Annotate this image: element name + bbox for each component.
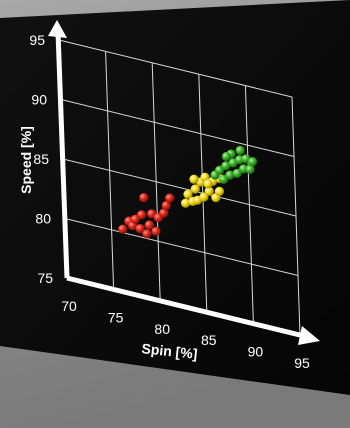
grid-line-v xyxy=(244,85,254,324)
data-point-red xyxy=(159,208,169,218)
x-tick-label: 75 xyxy=(108,309,124,325)
grid-line-v xyxy=(105,51,115,290)
data-point-red xyxy=(139,193,149,203)
data-point-green xyxy=(221,161,231,171)
data-point-red xyxy=(165,193,175,203)
x-axis-title: Spin [%] xyxy=(141,340,198,362)
x-axis-arrow xyxy=(298,326,320,345)
y-axis-line xyxy=(55,31,70,279)
data-point-red xyxy=(144,220,154,230)
data-point-red xyxy=(137,210,147,220)
data-point-yellow xyxy=(204,186,214,196)
labels-layer: 70 75 80 85 90 95 75 80 85 90 95 Spin [%] Speed [%] xyxy=(18,32,310,371)
grid-line-h xyxy=(60,99,295,157)
data-points-layer xyxy=(118,145,258,239)
data-point-yellow xyxy=(189,174,199,184)
chart-panel xyxy=(0,0,350,395)
data-point-red xyxy=(151,226,161,236)
data-point-green xyxy=(248,157,258,167)
grid-line-v xyxy=(291,96,301,336)
grid-line-h xyxy=(58,39,293,98)
x-tick-label: 80 xyxy=(154,321,170,337)
grid-line-h xyxy=(62,158,297,217)
x-tick-label: 90 xyxy=(248,344,264,360)
x-axis-line xyxy=(66,275,309,340)
data-point-yellow xyxy=(183,189,193,199)
data-point-yellow xyxy=(181,198,191,208)
data-point-red xyxy=(142,229,152,239)
data-point-yellow xyxy=(203,179,213,189)
grid-line-v xyxy=(151,62,161,301)
data-point-yellow xyxy=(190,184,200,194)
data-point-yellow xyxy=(199,192,209,202)
data-point-red xyxy=(118,224,128,234)
y-tick-label: 75 xyxy=(37,270,53,286)
data-point-green xyxy=(245,164,255,174)
y-axis-title: Speed [%] xyxy=(18,126,34,194)
x-tick-label: 95 xyxy=(294,355,310,371)
x-tick-label: 85 xyxy=(201,332,217,348)
data-point-green xyxy=(221,151,232,162)
data-point-green xyxy=(225,170,235,180)
data-point-red xyxy=(161,200,171,211)
grid-line-h xyxy=(64,218,299,276)
y-axis-arrow xyxy=(48,20,67,38)
x-tick-label: 70 xyxy=(61,298,77,314)
y-tick-label: 95 xyxy=(29,32,45,48)
y-tick-label: 85 xyxy=(33,151,49,167)
data-point-red xyxy=(135,224,145,234)
y-tick-label: 90 xyxy=(31,92,47,108)
data-point-green xyxy=(235,145,245,155)
y-tick-label: 80 xyxy=(35,211,51,227)
axes-layer xyxy=(48,20,320,345)
data-point-yellow xyxy=(214,186,224,196)
